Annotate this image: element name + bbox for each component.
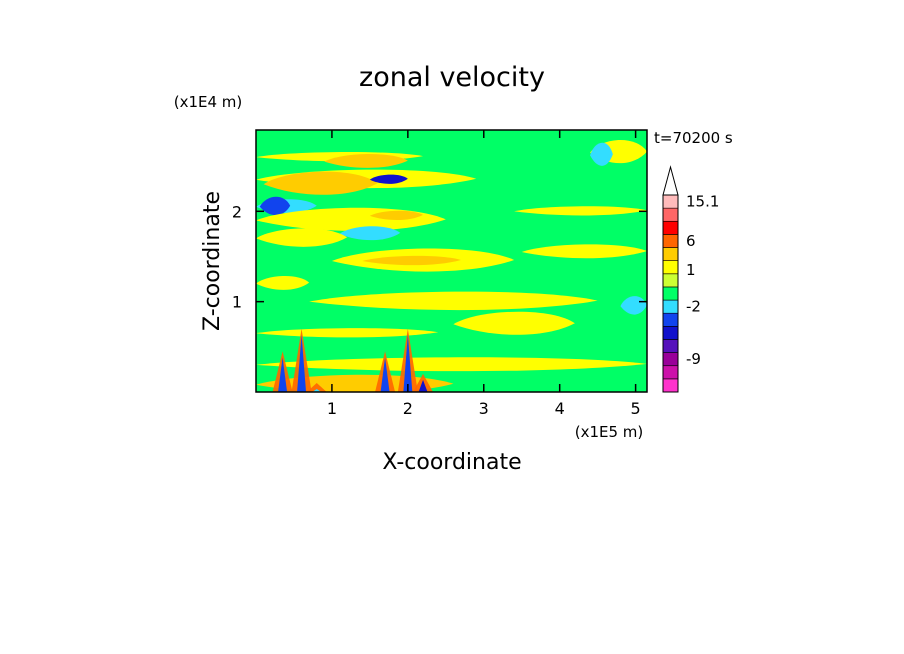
contour-band: [339, 226, 401, 241]
colorbar-level: [662, 247, 679, 261]
colorbar-tick-label: 6: [686, 232, 696, 250]
wave-spike: [278, 357, 288, 392]
wave-spike: [403, 334, 413, 392]
wave-spike: [418, 379, 428, 392]
colorbar-level: [662, 352, 679, 367]
colorbar-tick-label: -2: [686, 298, 701, 316]
contour-band: [324, 154, 408, 168]
time-label: t=70200 s: [654, 129, 733, 147]
contour-band: [453, 311, 575, 335]
y-ticks: 12: [232, 202, 647, 312]
x-tick-label: 4: [555, 399, 565, 418]
contour-band: [369, 210, 424, 220]
contour-band: [369, 174, 408, 184]
contour-band: [620, 296, 647, 315]
colorbar-level: [662, 234, 679, 248]
colorbar-level: [662, 260, 679, 275]
x-ticks: 1 2 3 4 5: [327, 130, 641, 418]
colorbar-level: [662, 207, 679, 222]
y-tick-label: 1: [232, 293, 242, 312]
colorbar-level: [662, 378, 679, 393]
colorbar-level: [662, 365, 679, 380]
velocity-field: [256, 130, 647, 392]
contour-band: [263, 171, 378, 195]
colorbar-tick-label: -9: [686, 350, 701, 368]
x-axis-label: X-coordinate: [382, 450, 521, 475]
contour-band: [514, 206, 647, 216]
contour-band: [521, 244, 647, 259]
wave-spike-halo: [306, 382, 327, 392]
wave-spike: [312, 388, 322, 392]
contour-band: [362, 255, 461, 266]
contour-band: [256, 228, 348, 247]
contour-band: [256, 275, 310, 290]
contour-band: [590, 142, 613, 166]
wave-spike: [297, 334, 307, 392]
y-axis-label: Z-coordinate: [200, 191, 225, 331]
x-tick-label: 5: [631, 399, 641, 418]
x-tick-label: 2: [403, 399, 413, 418]
colorbar-tick-label: 15.1: [686, 193, 719, 211]
colorbar-level: [662, 326, 679, 340]
contour-band: [259, 196, 291, 216]
wave-spike: [380, 357, 390, 392]
colorbar-level: [662, 286, 679, 301]
x-tick-label: 3: [479, 399, 489, 418]
x-tick-label: 1: [327, 399, 337, 418]
colorbar-level: [662, 339, 679, 353]
colorbar-tick-label: 1: [686, 261, 696, 279]
colorbar-level: [662, 220, 679, 235]
contour-band: [309, 291, 598, 311]
plot-frame: [255, 129, 648, 393]
colorbar-level: [662, 194, 679, 209]
colorbar-level: [662, 312, 679, 327]
y-tick-label: 2: [232, 202, 242, 221]
chart-title: zonal velocity: [359, 62, 545, 93]
colorbar-level: [662, 299, 679, 314]
contour-band: [256, 357, 647, 372]
y-unit-label: (x1E4 m): [174, 93, 243, 111]
x-unit-label: (x1E5 m): [575, 423, 644, 441]
colorbar: -9 -2 1 6 15.1: [662, 165, 719, 393]
colorbar-frame: [662, 194, 679, 393]
colorbar-level: [662, 273, 679, 288]
colorbar-extend-arrow: [662, 165, 679, 196]
